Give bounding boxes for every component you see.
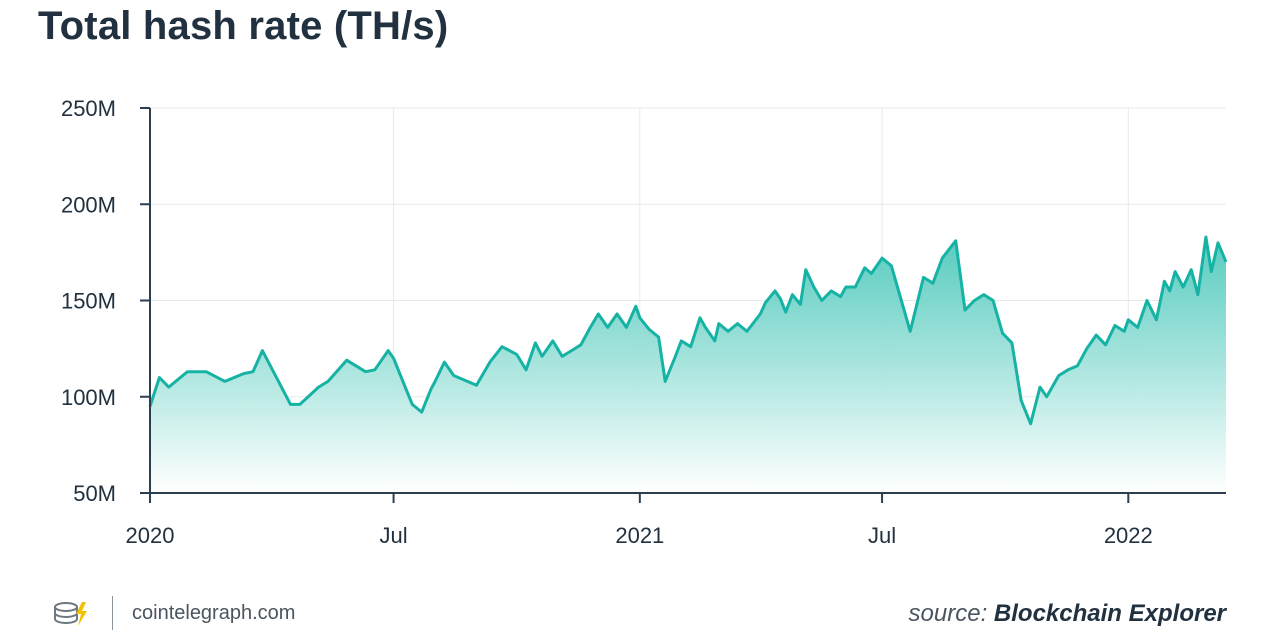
- y-tick-label: 200M: [61, 192, 116, 217]
- y-tick-label: 150M: [61, 289, 116, 314]
- x-tick-label: 2021: [615, 523, 664, 548]
- source-name: Blockchain Explorer: [993, 600, 1226, 627]
- y-tick-label: 50M: [73, 481, 116, 506]
- hash-rate-line: [148, 235, 1228, 426]
- y-tick-label: 100M: [61, 385, 116, 410]
- footer-site-link[interactable]: cointelegraph.com: [132, 602, 296, 624]
- source-prefix: source:: [908, 600, 988, 627]
- chart-title: Total hash rate (TH/s): [38, 4, 449, 48]
- footer-divider: [112, 596, 113, 630]
- x-tick-label: 2020: [126, 523, 175, 548]
- hash-rate-area: [150, 237, 1226, 493]
- x-tick-label: Jul: [868, 523, 896, 548]
- x-tick-label: 2022: [1104, 523, 1153, 548]
- cointelegraph-logo-icon: [52, 598, 92, 635]
- y-tick-label: 250M: [61, 96, 116, 121]
- x-tick-label: Jul: [380, 523, 408, 548]
- footer-source: source: Blockchain Explorer: [909, 600, 1226, 628]
